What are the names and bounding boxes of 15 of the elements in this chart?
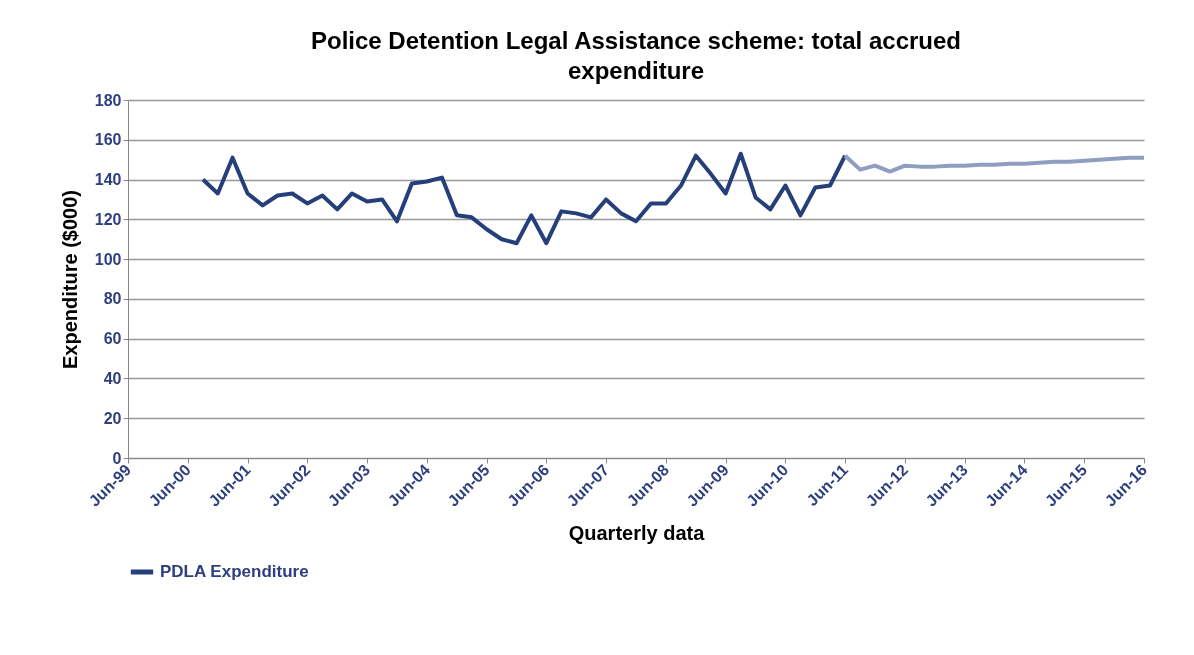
x-axis-title: Quarterly data bbox=[568, 521, 706, 544]
y-tick-label: 160 bbox=[94, 131, 122, 149]
chart-title: Police Detention Legal Assistance scheme: total accrued expenditure bbox=[311, 27, 961, 84]
legend-label: PDLA Expenditure bbox=[160, 562, 309, 581]
y-tick-label: 120 bbox=[94, 210, 122, 228]
line-series bbox=[200, 151, 848, 246]
line-series bbox=[843, 153, 1146, 174]
y-tick-label: 140 bbox=[94, 171, 122, 189]
y-tick-label: 60 bbox=[103, 330, 122, 348]
y-axis-title: Expenditure ($000) bbox=[58, 190, 81, 369]
y-tick-label: 20 bbox=[103, 409, 122, 427]
y-tick-label: 80 bbox=[103, 290, 122, 308]
y-tick-label: 40 bbox=[103, 369, 122, 387]
y-tick-label: 180 bbox=[94, 91, 122, 109]
y-tick-label: 100 bbox=[94, 250, 122, 268]
